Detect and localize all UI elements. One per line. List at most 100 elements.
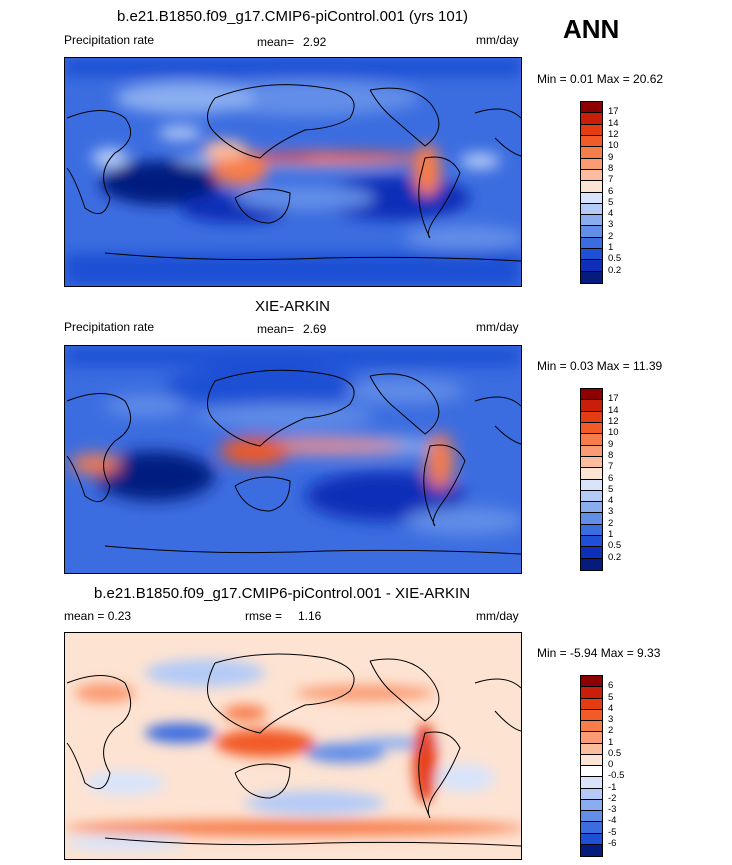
colorbar-swatch: [581, 445, 602, 457]
colorbar-tick-label: 4: [608, 495, 614, 507]
colorbar-swatch: [581, 181, 602, 193]
panel2-map: [64, 345, 522, 574]
panel3-mean: mean = 0.23: [64, 609, 132, 623]
colorbar-swatch: [581, 558, 602, 570]
panel1-mean-label: mean=: [257, 35, 295, 49]
colorbar-tick-label: 0.5: [608, 253, 622, 265]
colorbar-tick-label: -6: [608, 837, 617, 849]
colorbar-tick-label: 0.5: [608, 540, 622, 552]
colorbar-swatch: [581, 754, 602, 766]
colorbar-swatch: [581, 158, 602, 170]
colorbar-swatch: [581, 169, 602, 182]
colorbar-swatch: [581, 468, 602, 480]
colorbar-swatch: [581, 135, 602, 148]
panel2-units: mm/day: [476, 320, 519, 334]
colorbar-tick-label: 12: [608, 415, 619, 427]
panel2-minmax: Min = 0.03 Max = 11.39: [537, 359, 663, 373]
colorbar-swatch: [581, 502, 602, 514]
panel2-title: XIE-ARKIN: [255, 298, 331, 315]
colorbar-tick-label: 6: [608, 680, 614, 692]
colorbar-tick-label: 9: [608, 438, 614, 450]
colorbar-tick-label: 12: [608, 128, 619, 140]
colorbar-swatch: [581, 822, 602, 834]
colorbar-tick-label: 1: [608, 529, 614, 541]
colorbar-swatch: [581, 547, 602, 559]
panel3-title: b.e21.B1850.f09_g17.CMIP6-piControl.001 …: [94, 585, 471, 602]
colorbar-swatch: [581, 203, 602, 216]
colorbar-tick-label: 3: [608, 506, 614, 518]
colorbar-swatch: [581, 490, 602, 503]
colorbar-swatch: [581, 237, 602, 250]
colorbar-swatch: [581, 479, 602, 491]
colorbar-tick-label: -5: [608, 826, 617, 838]
colorbar-swatch: [581, 844, 602, 856]
panel3-map: [64, 632, 522, 860]
season-label: ANN: [563, 14, 620, 44]
panel2-mean-label: mean=: [257, 322, 295, 336]
colorbar-tick-label: 8: [608, 162, 614, 174]
colorbar-swatch: [581, 456, 602, 469]
colorbar-tick-label: 0: [608, 759, 614, 770]
colorbar-tick-label: -4: [608, 815, 617, 827]
colorbar-tick-label: 4: [608, 702, 614, 714]
panel1-units: mm/day: [476, 33, 519, 47]
colorbar-tick-label: 5: [608, 483, 614, 495]
colorbar-swatch: [581, 124, 602, 136]
colorbar-tick-label: 2: [608, 517, 614, 529]
colorbar-tick-label: 0.2: [608, 264, 622, 276]
panel1-colorbar: [580, 101, 603, 284]
colorbar-tick-label: 3: [608, 714, 614, 725]
colorbar-swatch: [581, 536, 602, 548]
colorbar-tick-label: -2: [608, 792, 617, 804]
colorbar-swatch: [581, 788, 602, 800]
colorbar-swatch: [581, 102, 602, 114]
colorbar-tick-label: -1: [608, 781, 617, 793]
panel1-title: b.e21.B1850.f09_g17.CMIP6-piControl.001 …: [117, 8, 469, 25]
colorbar-swatch: [581, 811, 602, 823]
panel2-colorbar: [580, 388, 603, 571]
colorbar-tick-label: 3: [608, 219, 614, 231]
colorbar-swatch: [581, 249, 602, 261]
colorbar-swatch: [581, 676, 602, 688]
colorbar-tick-label: 10: [608, 140, 619, 152]
colorbar-swatch: [581, 260, 602, 272]
colorbar-swatch: [581, 698, 602, 710]
colorbar-tick-label: 6: [608, 472, 614, 484]
colorbar-tick-label: 10: [608, 427, 619, 439]
colorbar-tick-label: 14: [608, 404, 619, 416]
colorbar-tick-label: 9: [608, 151, 614, 163]
colorbar-swatch: [581, 687, 602, 699]
panel3-minmax: Min = -5.94 Max = 9.33: [537, 646, 661, 660]
colorbar-tick-label: 4: [608, 208, 614, 220]
panel1-variable-label: Precipitation rate: [64, 33, 155, 47]
colorbar-tick-label: 6: [608, 185, 614, 197]
colorbar-swatch: [581, 732, 602, 744]
colorbar-tick-label: -3: [608, 804, 617, 815]
colorbar-swatch: [581, 777, 602, 789]
colorbar-tick-label: 1: [608, 736, 614, 748]
colorbar-swatch: [581, 833, 602, 845]
colorbar-tick-label: 1: [608, 242, 614, 254]
colorbar-tick-label: 5: [608, 196, 614, 208]
colorbar-tick-label: 2: [608, 725, 614, 737]
colorbar-swatch: [581, 721, 602, 733]
colorbar-swatch: [581, 799, 602, 811]
colorbar-swatch: [581, 400, 602, 412]
colorbar-swatch: [581, 192, 602, 204]
panel2-variable-label: Precipitation rate: [64, 320, 155, 334]
colorbar-swatch: [581, 215, 602, 227]
colorbar-tick-label: 5: [608, 691, 614, 703]
colorbar-tick-label: 8: [608, 449, 614, 461]
colorbar-swatch: [581, 226, 602, 238]
colorbar-swatch: [581, 113, 602, 125]
colorbar-tick-label: 7: [608, 174, 614, 186]
colorbar-tick-label: 17: [608, 393, 619, 405]
panel2-mean-value: 2.69: [303, 322, 327, 336]
panel3-colorbar: [580, 675, 603, 857]
panel3-rmse-label: rmse =: [245, 609, 283, 623]
colorbar-swatch: [581, 147, 602, 159]
panel1-minmax: Min = 0.01 Max = 20.62: [537, 72, 664, 86]
panel3-rmse-value: 1.16: [298, 609, 322, 623]
colorbar-swatch: [581, 766, 602, 778]
colorbar-tick-label: 7: [608, 461, 614, 473]
